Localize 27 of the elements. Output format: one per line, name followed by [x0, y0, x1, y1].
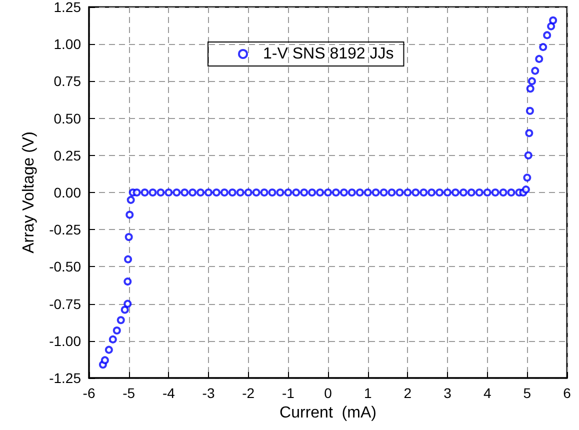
x-tick-label: -5 — [122, 385, 136, 401]
y-tick-label: -0.75 — [49, 296, 82, 312]
x-tick-label: -2 — [242, 385, 255, 401]
x-tick-label: 1 — [364, 385, 372, 401]
y-tick-label: 1.00 — [54, 36, 82, 52]
y-tick-label: 0.00 — [54, 184, 82, 200]
y-tick-label: 0.25 — [54, 147, 82, 164]
y-axis-title: Array Voltage (V) — [20, 132, 38, 254]
legend-label: 1-V SNS 8192 JJs — [263, 46, 394, 62]
x-axis-title: Current (mA) — [280, 404, 376, 422]
x-tick-label: -3 — [202, 385, 215, 401]
y-tick-label: 0.50 — [54, 110, 82, 126]
x-tick-label: -1 — [282, 385, 295, 401]
x-tick-label: -6 — [82, 385, 96, 401]
y-tick-label: -0.25 — [49, 222, 82, 238]
x-tick-label: 2 — [404, 385, 412, 401]
y-tick-label: -0.50 — [49, 258, 82, 275]
x-tick-label: 3 — [444, 385, 452, 401]
y-tick-label: 0.75 — [54, 73, 82, 90]
x-tick-label: 4 — [483, 385, 492, 401]
y-tick-label: -1.00 — [49, 332, 82, 349]
y-tick-label: 1.25 — [54, 0, 82, 15]
y-tick-label: -1.25 — [49, 370, 82, 386]
x-tick-label: -4 — [162, 385, 176, 401]
x-tick-label: 6 — [563, 385, 572, 401]
x-tick-label: 0 — [324, 385, 332, 401]
x-tick-label: 5 — [523, 385, 532, 401]
